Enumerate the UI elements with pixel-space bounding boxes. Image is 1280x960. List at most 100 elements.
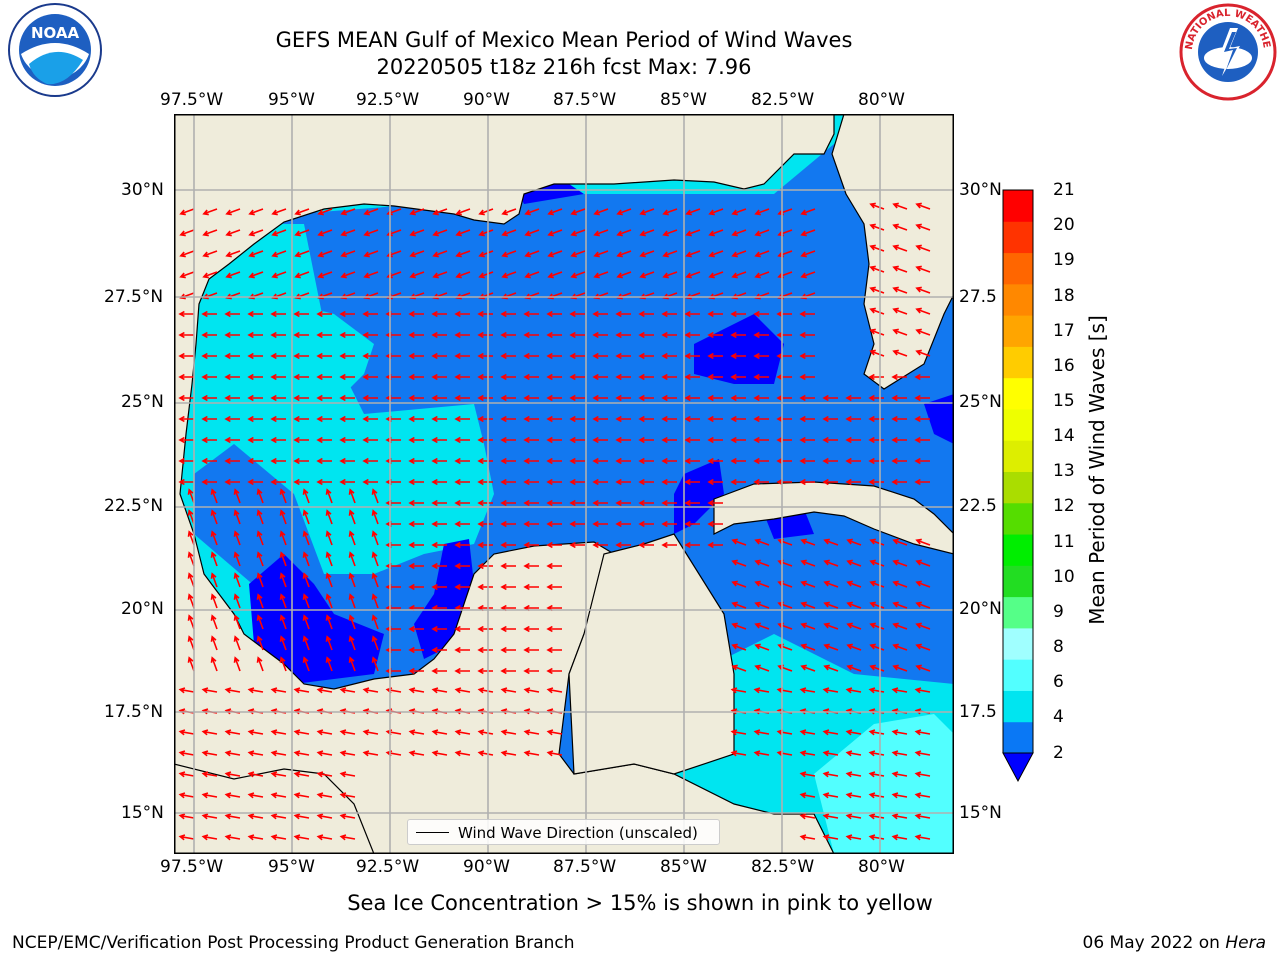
- wave-direction-arrow: [210, 530, 218, 546]
- wave-direction-arrow: [233, 509, 241, 525]
- wave-period-map: [174, 114, 954, 854]
- wave-direction-arrow: [339, 792, 356, 799]
- wave-direction-arrow: [408, 436, 424, 444]
- wave-direction-arrow: [325, 509, 333, 525]
- wave-direction-arrow: [891, 750, 908, 757]
- wave-direction-arrow: [316, 478, 332, 486]
- wave-direction-arrow: [546, 583, 562, 591]
- wave-direction-arrow: [730, 729, 747, 736]
- wave-direction-arrow: [615, 457, 631, 465]
- wave-direction-arrow: [891, 792, 908, 799]
- wave-direction-arrow: [616, 271, 632, 279]
- wave-direction-arrow: [546, 646, 562, 654]
- wave-direction-arrow: [477, 415, 493, 423]
- wave-direction-arrow: [892, 664, 908, 672]
- credit-text: NCEP/EMC/Verification Post Processing Pr…: [12, 933, 575, 953]
- wave-direction-arrow: [730, 457, 746, 465]
- wave-direction-arrow: [892, 601, 908, 609]
- wave-direction-arrow: [868, 792, 885, 799]
- wave-direction-arrow: [362, 729, 379, 736]
- wave-direction-arrow: [569, 541, 585, 549]
- wave-direction-arrow: [500, 583, 516, 591]
- host-name: Hera: [1225, 933, 1266, 953]
- wave-direction-arrow: [915, 244, 931, 252]
- wave-direction-arrow: [247, 729, 264, 736]
- colorbar-band: [1003, 471, 1033, 504]
- wave-direction-arrow: [293, 792, 310, 799]
- wave-direction-arrow: [707, 415, 723, 423]
- wave-direction-arrow: [822, 771, 839, 778]
- wave-direction-arrow: [915, 622, 931, 630]
- wave-direction-arrow: [455, 271, 471, 279]
- wave-direction-arrow: [799, 687, 816, 694]
- wave-direction-arrow: [891, 834, 908, 841]
- wave-direction-arrow: [753, 310, 769, 318]
- wave-direction-arrow: [478, 271, 494, 279]
- wave-direction-arrow: [348, 488, 356, 504]
- wave-direction-arrow: [799, 771, 816, 778]
- wave-direction-arrow: [661, 415, 677, 423]
- wave-direction-arrow: [340, 271, 356, 279]
- wave-direction-arrow: [316, 834, 333, 841]
- wave-direction-arrow: [339, 457, 355, 465]
- lon-tick-top: 87.5°W: [553, 90, 617, 110]
- wave-direction-arrow: [431, 499, 447, 507]
- wave-direction-arrow: [201, 729, 218, 736]
- wave-direction-arrow: [478, 229, 494, 237]
- wave-direction-arrow: [868, 478, 884, 486]
- wave-direction-arrow: [615, 499, 631, 507]
- lat-tick-left: 25°N: [121, 392, 164, 412]
- wave-direction-arrow: [592, 457, 608, 465]
- wave-direction-arrow: [233, 656, 241, 672]
- wave-direction-arrow: [431, 331, 447, 339]
- wave-direction-arrow: [891, 394, 907, 402]
- wave-direction-arrow: [431, 478, 447, 486]
- wave-direction-arrow: [707, 520, 723, 528]
- wave-direction-arrow: [454, 646, 470, 654]
- wave-direction-arrow: [477, 373, 493, 381]
- wave-direction-arrow: [454, 352, 470, 360]
- wave-direction-arrow: [316, 813, 333, 820]
- wave-direction-arrow: [408, 562, 424, 570]
- wave-direction-arrow: [707, 310, 723, 318]
- wave-direction-arrow: [684, 415, 700, 423]
- colorbar-band: [1003, 377, 1033, 410]
- colorbar-band: [1003, 502, 1033, 535]
- wave-direction-arrow: [371, 656, 379, 672]
- wave-direction-arrow: [178, 729, 195, 736]
- wave-direction-arrow: [279, 593, 287, 609]
- wave-direction-arrow: [178, 373, 194, 381]
- wave-direction-arrow: [845, 415, 861, 423]
- wave-direction-arrow: [822, 394, 838, 402]
- wave-direction-arrow: [684, 457, 700, 465]
- wave-direction-arrow: [279, 635, 287, 651]
- wave-direction-arrow: [547, 208, 563, 216]
- wave-direction-arrow: [339, 436, 355, 444]
- wave-direction-arrow: [592, 415, 608, 423]
- colorbar-tick: 13: [1053, 461, 1075, 481]
- wave-direction-arrow: [639, 271, 655, 279]
- wave-direction-arrow: [293, 457, 309, 465]
- date-text: 06 May 2022 on Hera: [1083, 933, 1267, 953]
- wave-direction-arrow: [339, 750, 356, 757]
- wave-direction-arrow: [454, 687, 471, 694]
- colorbar-under-triangle: [1002, 752, 1034, 783]
- wave-direction-arrow: [500, 352, 516, 360]
- wave-direction-arrow: [201, 771, 218, 778]
- colorbar-band: [1003, 659, 1033, 691]
- wave-direction-arrow: [730, 352, 746, 360]
- wave-direction-arrow: [247, 834, 264, 841]
- wave-direction-arrow: [224, 687, 241, 694]
- wave-direction-arrow: [178, 771, 195, 778]
- wave-direction-arrow: [546, 687, 563, 694]
- wave-direction-arrow: [799, 834, 816, 841]
- nws-logo: NATIONAL WEATHER SERVICE: [1174, 0, 1278, 102]
- wave-direction-arrow: [914, 813, 931, 820]
- colorbar: [1002, 189, 1034, 783]
- wave-direction-arrow: [293, 331, 309, 339]
- wave-direction-arrow: [431, 625, 447, 633]
- wave-direction-arrow: [592, 436, 608, 444]
- wave-direction-arrow: [731, 229, 747, 237]
- wave-direction-arrow: [869, 223, 885, 231]
- wave-direction-arrow: [270, 478, 286, 486]
